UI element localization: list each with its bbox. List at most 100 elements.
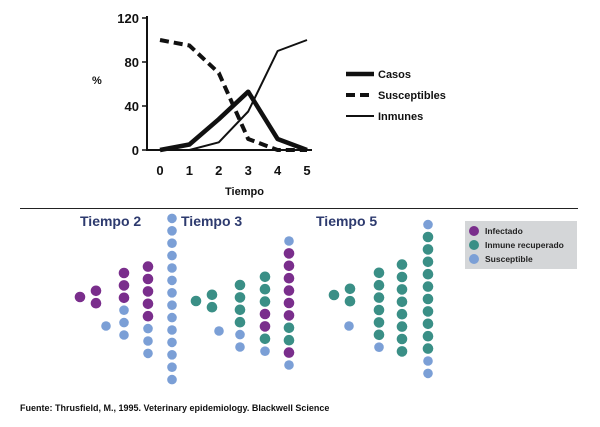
susceptible-dot [167,300,177,311]
recovered-dot [259,333,271,345]
recovered-dot [206,301,218,313]
chart-legend: Casos Susceptibles Inmunes [346,69,446,123]
infected-dot [259,321,271,332]
susceptible-dot [344,321,354,331]
recovered-dot [422,268,434,280]
recovered-dot [396,271,408,283]
recovered-dot [373,279,385,291]
recovered-dot [259,271,271,283]
recovered-dot [283,334,295,346]
y-axis-label: % [92,75,102,87]
source-citation: Fuente: Thrusfield, M., 1995. Veterinary… [20,403,330,413]
infected-dot [283,347,295,358]
recovered-dot [422,244,434,255]
susceptible-dot [167,213,177,224]
infected-dot [259,308,271,320]
susceptible-dot [143,348,153,359]
legend-item-infectado: Infectado [469,225,523,237]
legend-label-susceptibles: Susceptibles [378,90,446,102]
legend-label-casos: Casos [378,69,411,81]
susceptible-dot [235,329,245,340]
panel-title-tiempo-2: Tiempo 2 [80,213,142,229]
recovered-dot [422,318,434,330]
susceptible-dot [167,312,177,323]
susceptible-dot [119,305,129,316]
susceptible-dot [167,263,177,273]
x-tick-label: 4 [274,163,282,178]
recovered-dot [234,316,246,328]
susceptible-dot [167,275,177,286]
susceptible-dot [101,321,111,331]
infected-dot [90,297,102,309]
y-tick-label: 120 [117,11,139,26]
recovered-dot [373,292,385,303]
susceptible-dot-icon [469,254,479,264]
susceptible-dot [423,219,433,230]
recovered-dot [190,295,202,307]
infected-dot [142,261,154,272]
series-line-inmunes [160,39,308,151]
susceptible-dot [167,250,177,261]
infected-dot [283,272,295,284]
series-line-susceptibles [159,38,307,152]
recovered-dot [234,292,246,303]
recovered-dot [396,321,408,332]
susceptible-dot [235,342,245,352]
susceptible-dot [119,317,129,328]
legend-label: Susceptible [485,254,533,264]
recovered-dot [328,289,340,301]
panel-title-tiempo-3: Tiempo 3 [181,213,243,229]
legend-label: Inmune recuperado [485,240,564,250]
susceptible-dot [143,323,153,334]
recovered-dot [373,304,385,316]
susceptible-dot [167,226,177,236]
recovered-dot [206,289,218,301]
infected-dot [283,248,295,259]
recovered-dot [422,231,434,243]
infected-dot [142,286,154,297]
section-divider [20,208,578,209]
susceptible-dot [119,330,129,340]
susceptible-dot [167,337,177,348]
infected-dot [142,298,154,310]
x-tick-label: 2 [215,163,222,178]
infected-dot [283,297,295,309]
infected-dot-icon [469,226,479,236]
susceptible-dot [423,356,433,366]
infected-dot [118,280,130,291]
recovered-dot [396,259,408,270]
infected-dot [74,291,86,303]
susceptible-dot [374,342,384,353]
recovered-dot [396,333,408,345]
infected-dot [142,273,154,285]
recovered-dot [259,283,271,295]
susceptible-dot [167,288,177,298]
x-tick-label: 3 [245,163,252,178]
recovered-dot [344,295,356,307]
recovered-dot [344,283,356,295]
recovered-dot [234,304,246,316]
susceptible-dot [167,362,177,373]
x-tick-label: 1 [186,163,193,178]
legend-item-susceptible: Susceptible [469,253,533,265]
recovered-dot [422,306,434,317]
recovered-dot [422,293,434,305]
susceptible-dot [167,374,177,385]
population-legend: Infectado Inmune recuperado Susceptible [465,221,577,269]
recovered-dot [373,317,385,328]
infected-dot [283,260,295,272]
recovered-dot [373,329,385,341]
recovered-dot [422,330,434,342]
infected-dot [283,310,295,321]
recovered-dot [396,284,408,295]
y-tick-label: 40 [125,99,139,114]
recovered-dot [396,296,408,308]
legend-label-inmunes: Inmunes [378,111,423,123]
x-tick-label: 0 [156,163,163,178]
chart-series [159,38,308,153]
susceptible-dot [167,325,177,335]
susceptible-dot [214,326,224,336]
legend-label: Infectado [485,226,523,236]
x-tick-label: 5 [303,163,310,178]
recovered-dot [422,256,434,268]
